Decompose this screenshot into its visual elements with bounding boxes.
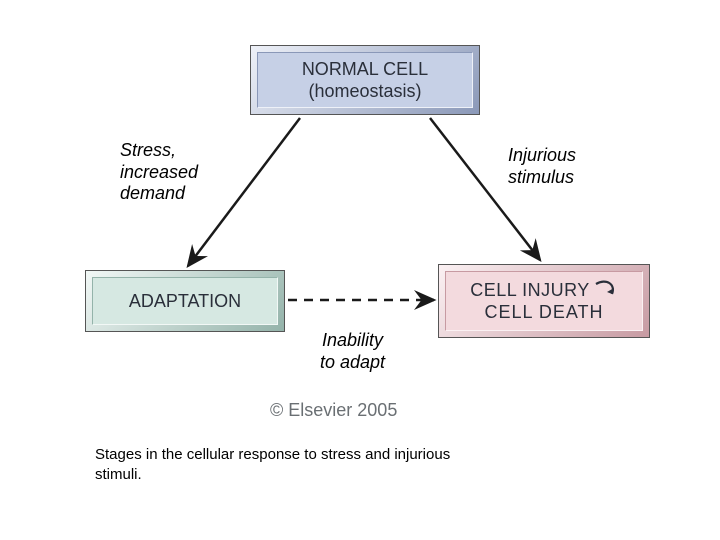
diagram-stage: NORMAL CELL (homeostasis) ADAPTATION CEL… (0, 0, 720, 540)
adaptation-box: ADAPTATION (92, 277, 278, 325)
cell-injury-title: CELL INJURY (470, 279, 618, 302)
inability-label: Inability to adapt (320, 330, 385, 373)
cell-injury-box: CELL INJURY CELL DEATH (445, 271, 643, 331)
stress-line1: Stress, (120, 140, 198, 162)
stress-line2: increased (120, 162, 198, 184)
figure-caption: Stages in the cellular response to stres… (95, 445, 450, 484)
normal-cell-box: NORMAL CELL (homeostasis) (257, 52, 473, 108)
inability-line1: Inability (320, 330, 385, 352)
injurious-line1: Injurious (508, 145, 576, 167)
injurious-line2: stimulus (508, 167, 576, 189)
stress-line3: demand (120, 183, 198, 205)
copyright-text: © Elsevier 2005 (270, 400, 397, 421)
adaptation-title: ADAPTATION (129, 290, 241, 313)
stress-label: Stress, increased demand (120, 140, 198, 205)
cell-death-title: CELL DEATH (484, 301, 603, 324)
cell-injury-text: CELL INJURY (470, 279, 590, 302)
caption-line2: stimuli. (95, 466, 142, 483)
caption-line1: Stages in the cellular response to stres… (95, 446, 450, 463)
normal-cell-title: NORMAL CELL (302, 58, 428, 81)
injurious-label: Injurious stimulus (508, 145, 576, 188)
normal-cell-subtitle: (homeostasis) (308, 80, 421, 103)
loop-arrow-icon (592, 280, 618, 300)
inability-line2: to adapt (320, 352, 385, 374)
